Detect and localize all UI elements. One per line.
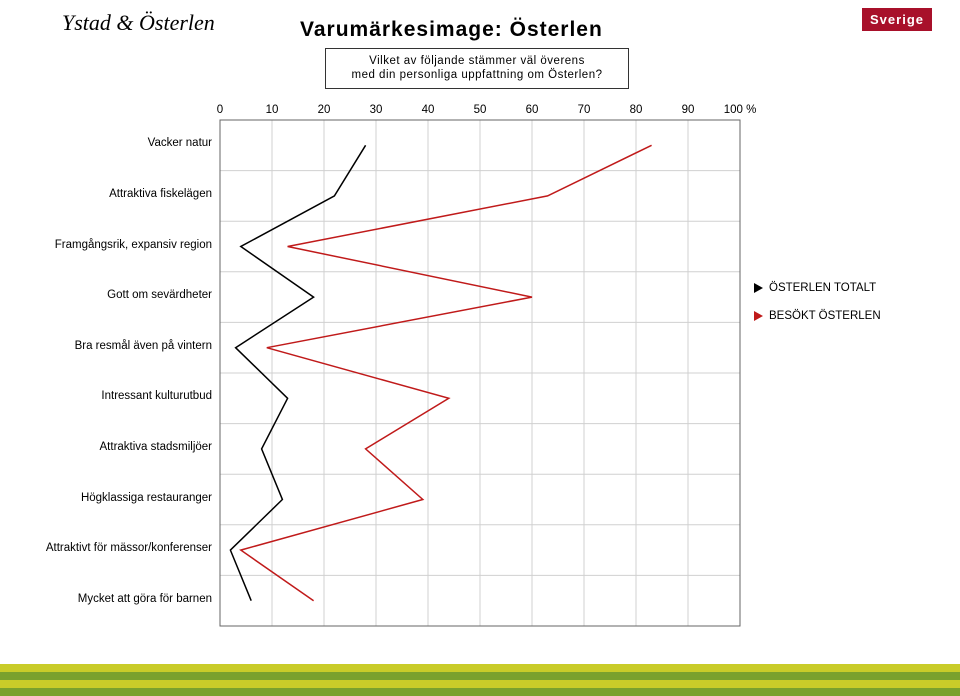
y-category-label: Intressant kulturutbud: [2, 390, 212, 402]
x-tick-label: 60: [526, 104, 539, 116]
y-category-label: Gott om sevärdheter: [2, 289, 212, 301]
chart-container: Vacker natur Attraktiva fiskelägen Framgån…: [0, 106, 960, 636]
x-tick-label: 10: [266, 104, 279, 116]
x-tick-label: 100 %: [724, 104, 757, 116]
subtitle-box: Vilket av följande stämmer väl överens m…: [325, 48, 629, 89]
legend-label: ÖSTERLEN TOTALT: [769, 282, 876, 294]
subtitle-line1: Vilket av följande stämmer väl överens: [369, 55, 585, 67]
footer-bar: [0, 664, 960, 672]
x-tick-label: 40: [422, 104, 435, 116]
y-category-label: Framgångsrik, expansiv region: [2, 239, 212, 251]
legend-marker-icon: [754, 311, 763, 321]
y-category-label: Attraktiva fiskelägen: [2, 188, 212, 200]
brand-label: Ystad & Österlen: [62, 10, 215, 36]
footer-bar: [0, 680, 960, 688]
subtitle-line2: med din personliga uppfattning om Österl…: [351, 69, 602, 81]
y-category-label: Vacker natur: [2, 137, 212, 149]
y-category-label: Mycket att göra för barnen: [2, 593, 212, 605]
x-tick-label: 50: [474, 104, 487, 116]
chart-svg: [0, 106, 960, 636]
x-tick-label: 30: [370, 104, 383, 116]
y-category-label: Attraktivt för mässor/konferenser: [2, 542, 212, 554]
y-category-label: Bra resmål även på vintern: [2, 340, 212, 352]
footer-bars: [0, 664, 960, 696]
legend-label: BESÖKT ÖSTERLEN: [769, 310, 881, 322]
footer-bar: [0, 688, 960, 696]
legend-item: ÖSTERLEN TOTALT: [754, 282, 876, 294]
page-root: Ystad & Österlen Sverige Varumärkesimage…: [0, 0, 960, 696]
x-tick-label: 70: [578, 104, 591, 116]
x-tick-label: 20: [318, 104, 331, 116]
legend-marker-icon: [754, 283, 763, 293]
country-badge: Sverige: [862, 8, 932, 31]
legend-item: BESÖKT ÖSTERLEN: [754, 310, 881, 322]
x-tick-label: 0: [217, 104, 223, 116]
y-category-label: Högklassiga restauranger: [2, 492, 212, 504]
y-category-label: Attraktiva stadsmiljöer: [2, 441, 212, 453]
x-tick-label: 90: [682, 104, 695, 116]
x-tick-label: 80: [630, 104, 643, 116]
footer-bar: [0, 672, 960, 680]
page-title: Varumärkesimage: Österlen: [300, 18, 603, 42]
